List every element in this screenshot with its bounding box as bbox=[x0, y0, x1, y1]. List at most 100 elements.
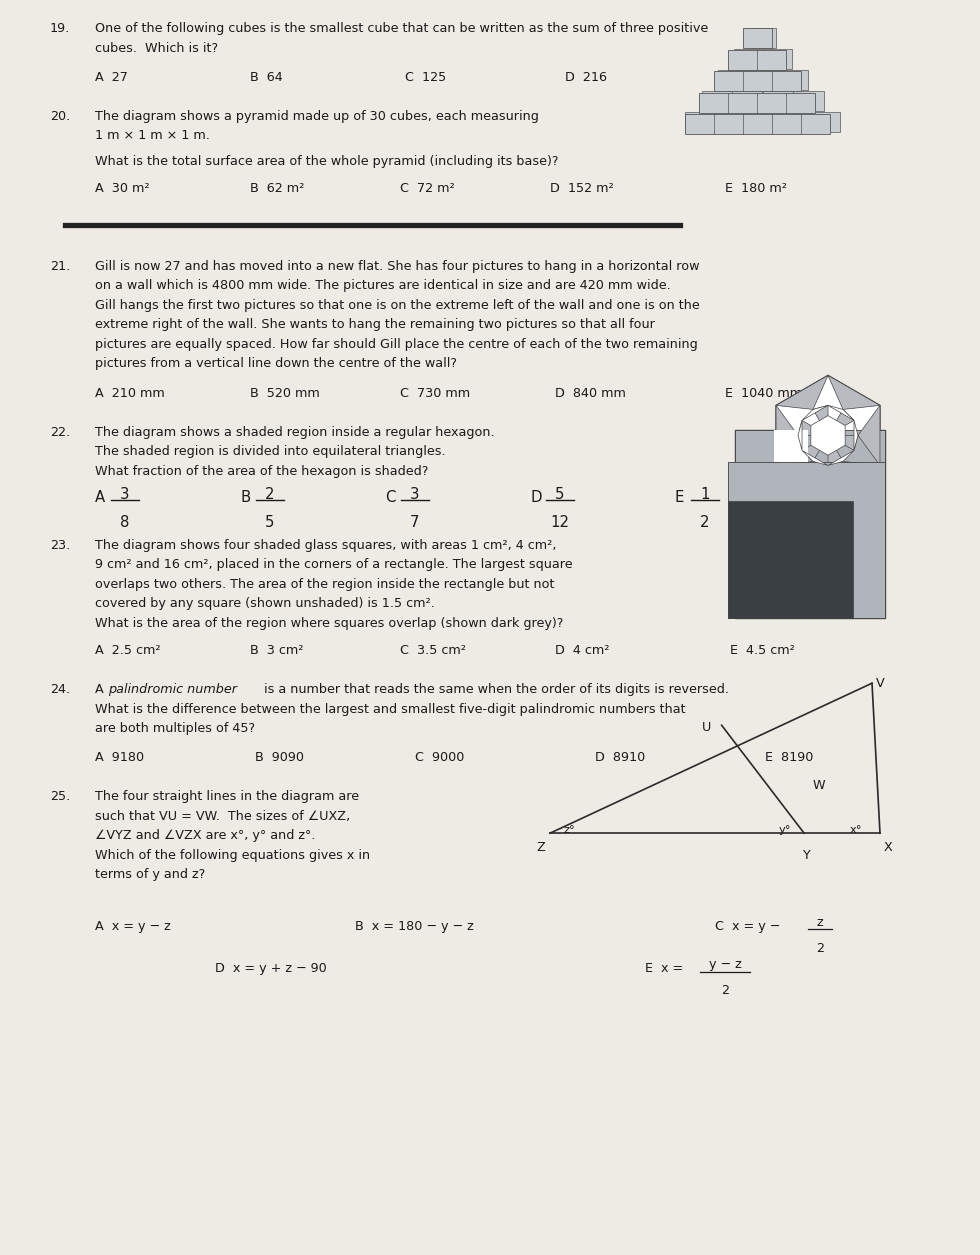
Text: U: U bbox=[702, 722, 710, 734]
Text: D  8910: D 8910 bbox=[595, 752, 645, 764]
Text: C  x = y −: C x = y − bbox=[715, 920, 784, 932]
Polygon shape bbox=[828, 375, 880, 409]
Text: on a wall which is 4800 mm wide. The pictures are identical in size and are 420 : on a wall which is 4800 mm wide. The pic… bbox=[95, 280, 670, 292]
Bar bbox=[728, 462, 885, 619]
Text: A  2.5 cm²: A 2.5 cm² bbox=[95, 644, 161, 658]
Text: The diagram shows four shaded glass squares, with areas 1 cm², 4 cm²,: The diagram shows four shaded glass squa… bbox=[95, 538, 557, 552]
Text: E  180 m²: E 180 m² bbox=[725, 182, 787, 195]
Polygon shape bbox=[798, 420, 802, 451]
Text: 24.: 24. bbox=[50, 683, 71, 697]
Text: 1: 1 bbox=[701, 487, 710, 502]
Bar bbox=[748, 70, 777, 90]
Text: B  9090: B 9090 bbox=[255, 752, 304, 764]
Text: A  27: A 27 bbox=[95, 70, 127, 84]
Text: The four straight lines in the diagram are: The four straight lines in the diagram a… bbox=[95, 791, 359, 803]
Polygon shape bbox=[776, 375, 880, 496]
Text: Gill hangs the first two pictures so that one is on the extreme left of the wall: Gill hangs the first two pictures so tha… bbox=[95, 299, 700, 312]
Text: B: B bbox=[240, 489, 250, 505]
Text: pictures are equally spaced. How far should Gill place the centre of each of the: pictures are equally spaced. How far sho… bbox=[95, 338, 698, 351]
Bar bbox=[762, 49, 792, 69]
Text: D  216: D 216 bbox=[565, 70, 607, 84]
Text: palindromic number: palindromic number bbox=[108, 683, 237, 697]
Text: What fraction of the area of the hexagon is shaded?: What fraction of the area of the hexagon… bbox=[95, 464, 428, 478]
Text: E  512: E 512 bbox=[745, 70, 785, 84]
Text: are both multiples of 45?: are both multiples of 45? bbox=[95, 722, 255, 735]
Text: 23.: 23. bbox=[50, 538, 71, 552]
Text: y°: y° bbox=[779, 826, 792, 835]
Text: The diagram shows a shaded region inside a regular hexagon.: The diagram shows a shaded region inside… bbox=[95, 425, 495, 439]
Text: Which of the following equations gives x in: Which of the following equations gives x… bbox=[95, 848, 370, 862]
Text: 5: 5 bbox=[556, 487, 564, 502]
Text: C  72 m²: C 72 m² bbox=[400, 182, 455, 195]
Polygon shape bbox=[776, 405, 798, 466]
Text: The shaded region is divided into equilateral triangles.: The shaded region is divided into equila… bbox=[95, 446, 446, 458]
Text: C  9000: C 9000 bbox=[415, 752, 465, 764]
Text: 8: 8 bbox=[121, 515, 129, 530]
Text: E: E bbox=[675, 489, 684, 505]
Text: B  64: B 64 bbox=[250, 70, 283, 84]
Polygon shape bbox=[776, 462, 828, 496]
Bar bbox=[702, 90, 732, 110]
Text: ∠VYZ and ∠VZX are x°, y° and z°.: ∠VYZ and ∠VZX are x°, y° and z°. bbox=[95, 830, 316, 842]
Polygon shape bbox=[858, 405, 880, 466]
Bar bbox=[774, 430, 808, 462]
Text: B  3 cm²: B 3 cm² bbox=[250, 644, 304, 658]
Bar bbox=[809, 112, 840, 132]
Text: 2: 2 bbox=[266, 487, 274, 502]
Text: overlaps two others. The area of the region inside the rectangle but not: overlaps two others. The area of the reg… bbox=[95, 577, 555, 591]
Text: The diagram shows a pyramid made up of 30 cubes, each measuring: The diagram shows a pyramid made up of 3… bbox=[95, 109, 539, 123]
Bar bbox=[716, 112, 747, 132]
Text: 1 m × 1 m × 1 m.: 1 m × 1 m × 1 m. bbox=[95, 129, 210, 142]
Polygon shape bbox=[810, 415, 845, 456]
Text: What is the area of the region where squares overlap (shown dark grey)?: What is the area of the region where squ… bbox=[95, 616, 564, 630]
Bar bbox=[685, 114, 830, 134]
Text: D  x = y + z − 90: D x = y + z − 90 bbox=[215, 963, 326, 975]
Text: B  62 m²: B 62 m² bbox=[250, 182, 305, 195]
Text: C  730 mm: C 730 mm bbox=[400, 387, 470, 399]
Bar bbox=[743, 29, 772, 49]
Text: A: A bbox=[95, 683, 108, 697]
Text: D: D bbox=[530, 489, 542, 505]
Text: C  125: C 125 bbox=[405, 70, 446, 84]
Text: extreme right of the wall. She wants to hang the remaining two pictures so that : extreme right of the wall. She wants to … bbox=[95, 319, 655, 331]
Bar bbox=[728, 501, 853, 619]
Text: E  1040 mm: E 1040 mm bbox=[725, 387, 802, 399]
Polygon shape bbox=[802, 451, 828, 466]
Bar bbox=[728, 50, 787, 70]
Text: z: z bbox=[816, 916, 823, 929]
Text: 2: 2 bbox=[721, 984, 729, 998]
Polygon shape bbox=[854, 420, 858, 451]
Text: pictures from a vertical line down the centre of the wall?: pictures from a vertical line down the c… bbox=[95, 358, 457, 370]
Text: z°: z° bbox=[564, 826, 575, 835]
Text: 12: 12 bbox=[551, 515, 569, 530]
Bar bbox=[733, 49, 762, 69]
Polygon shape bbox=[828, 451, 854, 466]
Text: covered by any square (shown unshaded) is 1.5 cm².: covered by any square (shown unshaded) i… bbox=[95, 597, 435, 610]
Text: 5: 5 bbox=[266, 515, 274, 530]
Text: 25.: 25. bbox=[50, 791, 71, 803]
Text: C  3.5 cm²: C 3.5 cm² bbox=[400, 644, 466, 658]
Text: D  152 m²: D 152 m² bbox=[550, 182, 613, 195]
Polygon shape bbox=[828, 409, 854, 435]
Polygon shape bbox=[776, 375, 828, 409]
Bar bbox=[732, 90, 762, 110]
Text: 20.: 20. bbox=[50, 109, 71, 123]
Text: A  30 m²: A 30 m² bbox=[95, 182, 150, 195]
Text: What is the total surface area of the whole pyramid (including its base)?: What is the total surface area of the wh… bbox=[95, 154, 559, 168]
Text: 2: 2 bbox=[816, 941, 824, 955]
Text: 19.: 19. bbox=[50, 23, 71, 35]
Polygon shape bbox=[798, 420, 828, 435]
Text: C: C bbox=[385, 489, 395, 505]
Text: Gill is now 27 and has moved into a new flat. She has four pictures to hang in a: Gill is now 27 and has moved into a new … bbox=[95, 260, 700, 272]
Bar bbox=[747, 112, 778, 132]
Polygon shape bbox=[828, 435, 843, 466]
Text: 3: 3 bbox=[121, 487, 129, 502]
Polygon shape bbox=[802, 435, 828, 462]
Text: E  4.5 cm²: E 4.5 cm² bbox=[730, 644, 795, 658]
Polygon shape bbox=[828, 462, 880, 496]
Text: y − z: y − z bbox=[709, 959, 742, 971]
Text: D  840 mm: D 840 mm bbox=[555, 387, 626, 399]
Bar bbox=[717, 70, 748, 90]
Polygon shape bbox=[802, 405, 828, 420]
Text: 3: 3 bbox=[411, 487, 419, 502]
